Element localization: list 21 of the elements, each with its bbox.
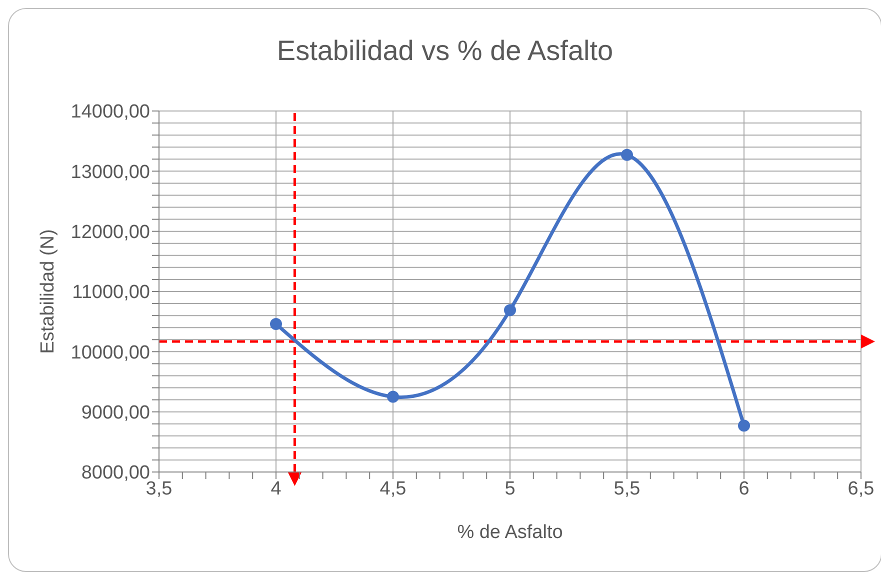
y-tick-label: 13000,00 xyxy=(70,162,150,183)
point xyxy=(504,304,516,316)
y-tick-label: 12000,00 xyxy=(70,222,150,244)
y-tick-label: 14000,00 xyxy=(70,102,150,123)
x-tick-label: 4 xyxy=(270,478,282,500)
x-tick-label: 6 xyxy=(738,478,750,500)
x-tick-label: 5,5 xyxy=(614,478,640,500)
x-tick-label: 6,5 xyxy=(848,478,874,500)
y-tick-label: 9000,00 xyxy=(81,402,150,424)
point xyxy=(270,318,282,330)
y-tick-label: 11000,00 xyxy=(72,282,150,304)
point xyxy=(621,148,633,161)
point xyxy=(738,420,750,432)
x-axis-title: % de Asfalto xyxy=(457,522,563,543)
y-axis-title: Estabilidad (N) xyxy=(38,229,59,354)
point xyxy=(387,390,399,403)
y-tick-label: 10000,00 xyxy=(70,342,150,364)
x-tick-label: 4,5 xyxy=(380,478,406,500)
x-tick-label: 3,5 xyxy=(146,478,172,500)
chart-title: Estabilidad vs % de Asfalto xyxy=(276,35,614,67)
x-tick-label: 5 xyxy=(504,478,516,500)
